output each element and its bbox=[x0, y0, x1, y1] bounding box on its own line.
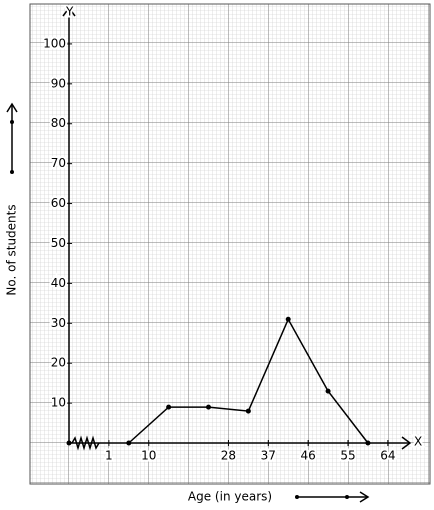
graph-paper-major bbox=[29, 3, 431, 485]
decor-dot bbox=[295, 495, 299, 499]
x-arrow bbox=[401, 436, 412, 450]
y-arrow bbox=[62, 6, 76, 17]
y-tick-label: 20 bbox=[51, 356, 66, 370]
data-point bbox=[285, 316, 291, 322]
origin-dot bbox=[66, 440, 72, 446]
y-tick-label: 80 bbox=[51, 116, 66, 130]
x-tick-label: 55 bbox=[340, 449, 355, 463]
decor-arrow-head bbox=[359, 491, 370, 503]
x-tick-label: 28 bbox=[221, 449, 236, 463]
x-tick-label: 10 bbox=[141, 449, 156, 463]
y-tick-label: 70 bbox=[51, 156, 66, 170]
data-point bbox=[166, 404, 172, 410]
decor-dot bbox=[10, 120, 14, 124]
x-axis-title: Age (in years) bbox=[188, 490, 272, 504]
y-tick-label: 10 bbox=[51, 396, 66, 410]
data-point bbox=[325, 388, 331, 394]
x-tick-label: 1 bbox=[105, 449, 113, 463]
y-axis-title: No. of students bbox=[5, 204, 19, 295]
y-tick-label: 40 bbox=[51, 276, 66, 290]
y-axis-label: Y bbox=[65, 5, 74, 19]
x-tick-label: 37 bbox=[261, 449, 276, 463]
y-tick-label: 60 bbox=[51, 196, 66, 210]
y-tick-label: 100 bbox=[43, 36, 66, 50]
decor-dot bbox=[345, 495, 349, 499]
decor-dot bbox=[10, 170, 14, 174]
y-tick-label: 50 bbox=[51, 236, 66, 250]
y-tick-label: 90 bbox=[51, 76, 66, 90]
x-tick-label: 64 bbox=[380, 449, 395, 463]
data-point bbox=[245, 408, 251, 414]
x-axis-label: X bbox=[414, 435, 422, 449]
data-point bbox=[206, 404, 211, 410]
x-tick-label: 46 bbox=[301, 449, 316, 463]
axis-break bbox=[71, 435, 100, 451]
decor-arrow-head bbox=[6, 102, 18, 113]
y-tick-label: 30 bbox=[51, 316, 66, 330]
data-point bbox=[365, 440, 371, 446]
data-point bbox=[126, 440, 132, 446]
